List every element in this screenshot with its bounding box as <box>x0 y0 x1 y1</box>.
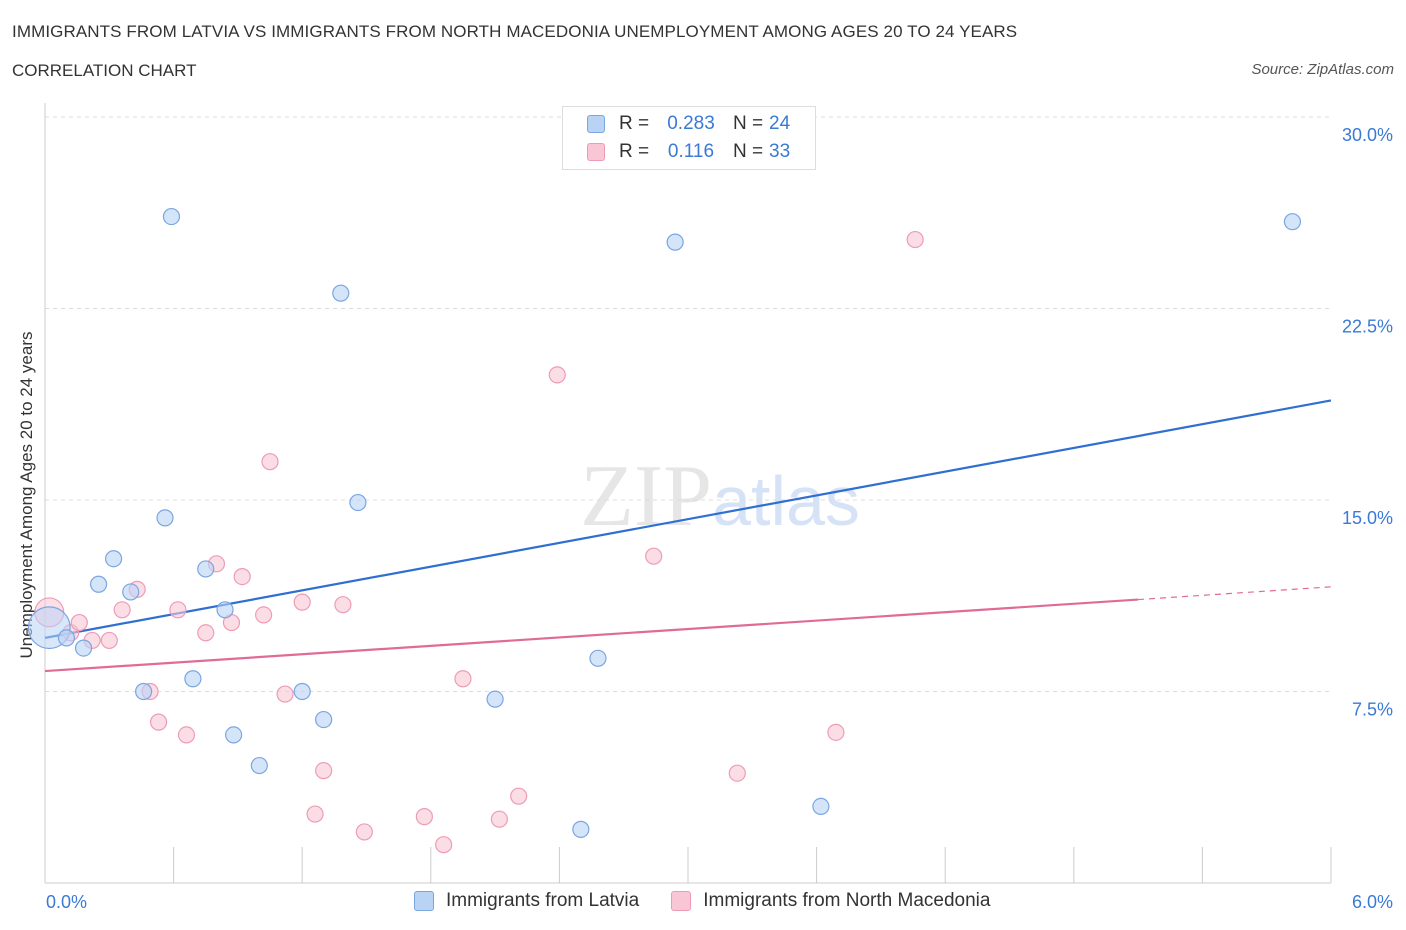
n-value: 33 <box>769 141 791 162</box>
series-legend: Immigrants from Latvia Immigrants from N… <box>414 890 1022 912</box>
chart-subtitle: CORRELATION CHART <box>12 61 197 80</box>
macedonia-point <box>454 670 472 688</box>
macedonia-swatch <box>587 143 605 161</box>
macedonia-point <box>100 631 118 650</box>
macedonia-point <box>306 805 324 823</box>
macedonia-point <box>490 810 508 828</box>
latvia-point <box>162 207 181 226</box>
x-tick-label: 6.0% <box>1352 892 1393 912</box>
r-label: R = <box>619 113 650 134</box>
macedonia-point <box>435 836 453 854</box>
macedonia-point <box>415 808 433 826</box>
latvia-point <box>74 639 93 657</box>
n-label: N = <box>733 113 764 134</box>
macedonia-point <box>276 685 294 703</box>
macedonia-point <box>906 230 924 249</box>
latvia-point <box>225 726 243 744</box>
macedonia-point <box>355 823 373 841</box>
macedonia-legend-swatch <box>671 891 692 911</box>
r-value: 0.283 <box>667 113 715 134</box>
macedonia-legend-label: Immigrants from North Macedonia <box>703 890 991 911</box>
macedonia-point <box>70 613 88 632</box>
grid-lines <box>45 116 1331 692</box>
macedonia-point <box>645 547 663 565</box>
trend-line-latvia <box>44 399 1332 639</box>
y-tick-label: 30.0% <box>1342 125 1393 145</box>
legend-item-macedonia: Immigrants from North Macedonia <box>671 890 990 912</box>
r-label: R = <box>619 141 650 162</box>
latvia-point <box>666 233 684 251</box>
macedonia-point <box>293 593 311 611</box>
r-value: 0.116 <box>667 141 715 162</box>
latvia-point <box>156 509 174 527</box>
latvia-point <box>315 710 333 729</box>
latvia-point <box>216 601 234 619</box>
legend-item-latvia: Immigrants from Latvia <box>414 890 639 912</box>
macedonia-point <box>510 787 528 805</box>
macedonia-point <box>197 624 215 642</box>
latvia-point <box>1283 213 1302 231</box>
y-tick-label: 22.5% <box>1342 317 1393 337</box>
latvia-point <box>89 575 108 593</box>
macedonia-point <box>548 366 566 384</box>
latvia-point <box>122 583 140 601</box>
latvia-legend-swatch <box>414 891 434 911</box>
trend-line-extrapolated <box>1138 586 1332 601</box>
latvia-point <box>589 649 607 667</box>
macedonia-point <box>255 606 273 624</box>
latvia-point <box>293 682 311 701</box>
latvia-point <box>184 670 202 688</box>
n-value: 24 <box>769 113 791 134</box>
data-points <box>27 207 1302 854</box>
latvia-swatch <box>587 115 605 133</box>
stats-legend: R = 0.283 N = 24 R = 0.116 N = 33 <box>562 106 816 170</box>
legend-row-macedonia: R = 0.116 N = 33 <box>587 140 790 164</box>
latvia-legend-label: Immigrants from Latvia <box>446 890 640 911</box>
latvia-point <box>332 284 350 302</box>
latvia-point <box>812 797 830 816</box>
macedonia-point <box>113 601 131 619</box>
latvia-point <box>349 493 367 512</box>
legend-row-latvia: R = 0.283 N = 24 <box>587 112 790 136</box>
y-tick-label: 15.0% <box>1342 508 1393 528</box>
latvia-point <box>572 820 590 838</box>
macedonia-point <box>177 726 196 744</box>
macedonia-point <box>315 762 333 780</box>
trend-line-macedonia <box>44 598 1139 673</box>
watermark: ZIPatlas <box>580 448 860 545</box>
chart-title: IMMIGRANTS FROM LATVIA VS IMMIGRANTS FRO… <box>12 22 1018 41</box>
latvia-point <box>197 560 215 578</box>
trend-lines <box>44 399 1332 673</box>
latvia-point <box>486 690 504 708</box>
macedonia-point <box>261 453 279 471</box>
y-tick-label: 7.5% <box>1352 700 1393 720</box>
n-label: N = <box>733 141 764 162</box>
source-label: Source: ZipAtlas.com <box>1251 61 1394 78</box>
tick-labels: 7.5% 15.0% 22.5% 30.0% 0.0% 6.0% <box>46 125 1393 912</box>
x-tick-label: 0.0% <box>46 892 87 912</box>
axes <box>44 103 1332 884</box>
macedonia-point <box>334 596 352 614</box>
latvia-point <box>57 629 76 647</box>
macedonia-point <box>827 723 845 741</box>
latvia-point <box>134 682 153 701</box>
macedonia-point <box>169 601 187 619</box>
macedonia-point <box>149 713 168 731</box>
latvia-point <box>104 550 123 568</box>
latvia-point <box>250 756 268 775</box>
macedonia-point <box>233 567 251 586</box>
macedonia-point <box>728 764 746 782</box>
